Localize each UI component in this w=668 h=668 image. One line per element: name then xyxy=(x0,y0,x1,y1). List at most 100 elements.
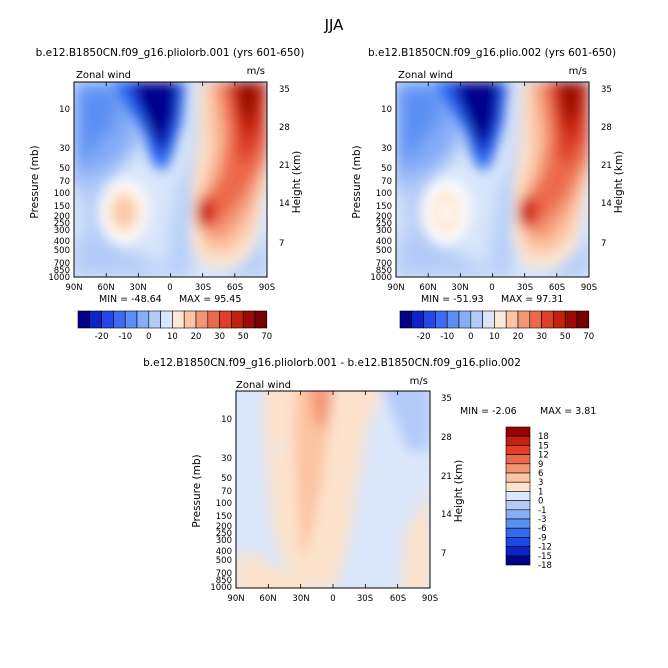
colorbar-label: -12 xyxy=(538,543,552,553)
colorbar-swatch xyxy=(160,310,173,329)
y-tick-label: 700 xyxy=(54,259,70,269)
colorbar-swatch xyxy=(482,310,495,329)
x-tick-label: 30N xyxy=(451,283,468,293)
y-axis-title-right: Height (km) xyxy=(291,151,303,214)
colorbar-swatch xyxy=(529,310,542,329)
x-tick-label: 0 xyxy=(489,283,494,293)
units-label: m/s xyxy=(410,376,428,387)
colorbar-swatch xyxy=(505,310,519,329)
y-ticks-left: 10 30 50 70 100 150 200 250 300 400 500 … xyxy=(370,105,392,283)
colorbar-swatch xyxy=(423,310,436,329)
colorbar-swatch xyxy=(148,310,161,329)
colorbar-swatch xyxy=(254,310,268,329)
height-tick-label: 35 xyxy=(279,85,290,95)
y-tick-label: 1000 xyxy=(370,273,392,283)
y-tick-label: 850 xyxy=(54,266,70,276)
colorbar-swatch xyxy=(505,509,531,520)
colorbar-swatch xyxy=(505,435,531,446)
y-tick-label: 30 xyxy=(221,454,232,464)
y-ticks-right: 35 28 21 14 7 xyxy=(279,85,290,249)
height-tick-label: 28 xyxy=(601,123,612,133)
colorbar-swatch xyxy=(183,310,197,329)
x-ticks: 90N 60N 30N 0 30S 60S 90S xyxy=(387,283,597,293)
y-tick-label: 1000 xyxy=(210,583,232,593)
panel-title: b.e12.B1850CN.f09_g16.pliolorb.001 - b.e… xyxy=(143,357,521,369)
colorbar-label: 18 xyxy=(538,432,549,442)
min-label: MIN = -51.93 xyxy=(421,294,484,305)
colorbar-swatch xyxy=(494,310,507,329)
y-tick-label: 10 xyxy=(381,105,392,115)
colorbar-swatch xyxy=(470,310,483,329)
units-label: m/s xyxy=(569,66,587,77)
tick-marks xyxy=(395,82,590,277)
colorbar-label: 15 xyxy=(538,441,549,451)
y-tick-label: 850 xyxy=(376,266,392,276)
colorbar-swatch xyxy=(101,310,114,329)
colorbar-label: 70 xyxy=(261,332,272,342)
y-tick-label: 500 xyxy=(54,246,70,256)
colorbar-label: -10 xyxy=(118,332,132,342)
colorbar-swatch xyxy=(505,491,531,501)
y-axis-title-right: Height (km) xyxy=(613,151,625,214)
colorbar-label: -10 xyxy=(440,332,454,342)
colorbar-swatch xyxy=(576,310,590,329)
x-tick-label: 90N xyxy=(227,594,244,604)
colorbar-label: 0 xyxy=(468,332,473,342)
x-tick-label: 30S xyxy=(357,594,373,604)
colorbar: -20 -10 0 10 20 30 50 70 xyxy=(77,310,272,342)
y-tick-label: 250 xyxy=(216,529,232,539)
x-tick-label: 90S xyxy=(581,283,597,293)
colorbar-swatch xyxy=(411,310,424,329)
colorbar-label: 10 xyxy=(167,332,178,342)
y-axis-title-right: Height (km) xyxy=(453,460,465,523)
x-tick-label: 60S xyxy=(227,283,243,293)
min-label: MIN = -48.64 xyxy=(99,294,162,305)
y-tick-label: 50 xyxy=(381,164,392,174)
x-tick-label: 90S xyxy=(422,594,438,604)
colorbar-label: 6 xyxy=(538,469,543,479)
y-ticks-left: 10 30 50 70 100 150 200 250 300 400 500 … xyxy=(210,415,232,593)
colorbar-label: -1 xyxy=(538,506,546,516)
colorbar-label: -6 xyxy=(538,524,546,534)
x-tick-label: 30N xyxy=(292,594,309,604)
colorbar-label: -9 xyxy=(538,533,546,543)
x-tick-label: 0 xyxy=(330,594,335,604)
contour-field xyxy=(74,82,267,277)
colorbar-label: 10 xyxy=(489,332,500,342)
colorbar-swatch xyxy=(505,537,531,547)
y-tick-label: 100 xyxy=(376,189,392,199)
y-tick-label: 150 xyxy=(54,202,70,212)
y-tick-label: 150 xyxy=(376,202,392,212)
colorbar-swatch xyxy=(505,472,531,483)
colorbar-swatch xyxy=(505,546,531,557)
height-tick-label: 14 xyxy=(279,199,290,209)
colorbar-swatch xyxy=(399,310,413,329)
y-tick-label: 70 xyxy=(221,487,232,497)
height-tick-label: 21 xyxy=(279,161,290,171)
contour-field xyxy=(396,82,589,277)
height-tick-label: 7 xyxy=(279,239,284,249)
colorbar-swatch xyxy=(77,310,91,329)
x-ticks: 90N 60N 30N 0 30S 60S 90S xyxy=(227,594,438,604)
panel-plio: b.e12.B1850CN.f09_g16.plio.002 (yrs 601-… xyxy=(351,47,625,342)
panel-title: b.e12.B1850CN.f09_g16.plio.002 (yrs 601-… xyxy=(368,47,616,59)
tick-marks xyxy=(73,82,268,277)
colorbar-label: 3 xyxy=(538,478,543,488)
x-tick-label: 30S xyxy=(517,283,533,293)
y-tick-label: 70 xyxy=(381,177,392,187)
panel-title: b.e12.B1850CN.f09_g16.pliolorb.001 (yrs … xyxy=(36,47,305,59)
y-tick-label: 700 xyxy=(376,259,392,269)
colorbar-swatch xyxy=(505,463,531,474)
min-label: MIN = -2.06 xyxy=(460,406,517,417)
y-tick-label: 10 xyxy=(59,105,70,115)
y-ticks-right: 35 28 21 14 7 xyxy=(601,85,612,249)
colorbar-label: 1 xyxy=(538,487,543,497)
colorbar-swatch xyxy=(505,445,531,455)
colorbar-swatch xyxy=(113,310,126,329)
y-tick-label: 250 xyxy=(376,219,392,229)
colorbar-swatch xyxy=(458,310,472,329)
y-tick-label: 30 xyxy=(59,144,70,154)
x-tick-label: 90N xyxy=(65,283,82,293)
y-ticks-left: 10 30 50 70 100 150 200 250 300 400 500 … xyxy=(48,105,70,283)
